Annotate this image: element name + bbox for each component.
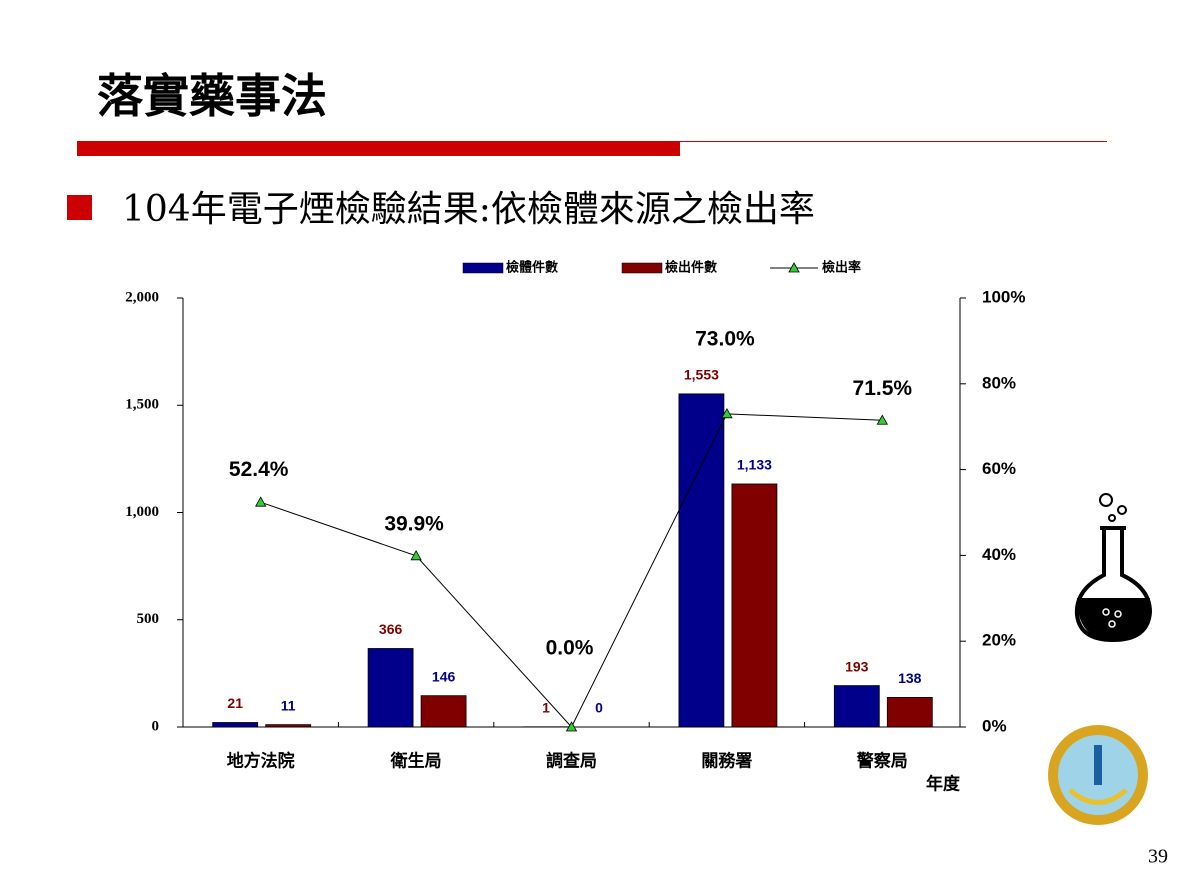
rate-marker: [256, 497, 266, 506]
bar-value-label: 11: [281, 697, 296, 713]
y-tick-label: 0: [152, 718, 160, 734]
y-tick-label: 1,500: [125, 397, 159, 413]
x-tick-label: 衛生局: [390, 751, 442, 772]
rate-line: [261, 414, 883, 727]
slide-title: 落實藥事法: [97, 69, 327, 123]
legend-swatch: [463, 263, 503, 273]
x-tick-label: 警察局: [856, 751, 908, 772]
y-tick-label: 1,000: [125, 504, 159, 520]
bar: [368, 648, 413, 727]
bar-value-label: 21: [227, 695, 243, 711]
bullet: [67, 195, 92, 220]
y2-tick-label: 100%: [982, 287, 1025, 306]
bar-value-label: 193: [845, 658, 869, 674]
bar: [834, 686, 879, 727]
x-tick-label: 地方法院: [227, 751, 295, 772]
flask-icon: [1077, 494, 1150, 640]
bar-value-label: 1,133: [737, 457, 772, 473]
bar-value-label: 146: [432, 668, 456, 684]
bar: [213, 722, 258, 727]
x-tick-label: 關務署: [701, 751, 752, 772]
logo: [1048, 725, 1148, 825]
bar-value-label: 1,553: [684, 367, 719, 383]
rate-value-label: 52.4%: [229, 458, 289, 481]
legend-label: 檢出率: [822, 260, 861, 276]
y2-tick-label: 80%: [982, 373, 1016, 392]
title-bar: [77, 141, 680, 156]
legend-swatch: [622, 263, 662, 273]
y2-tick-label: 60%: [982, 459, 1016, 478]
page-number: 39: [1148, 846, 1168, 868]
bar: [679, 394, 724, 727]
bar: [266, 725, 311, 727]
bar-value-label: 366: [379, 621, 403, 637]
y-tick-label: 2,000: [125, 289, 159, 305]
bar: [887, 697, 932, 727]
rate-value-label: 39.9%: [384, 512, 444, 535]
chart-title: 104年電子煙檢驗結果:依檢體來源之檢出率: [122, 189, 815, 230]
rate-marker: [411, 551, 421, 560]
rate-value-label: 0.0%: [546, 637, 594, 660]
legend-label: 檢出件數: [665, 260, 717, 276]
x-tick-label: 調查局: [546, 751, 597, 772]
bar: [421, 696, 466, 727]
y2-tick-label: 40%: [982, 545, 1016, 564]
bar-value-label: 138: [898, 670, 922, 686]
y2-tick-label: 20%: [982, 631, 1016, 650]
y2-tick-label: 0%: [982, 716, 1007, 735]
rate-value-label: 73.0%: [695, 327, 755, 350]
rate-value-label: 71.5%: [853, 377, 913, 400]
legend-label: 檢體件數: [506, 260, 558, 276]
bar-value-label: 0: [595, 700, 603, 716]
bar: [732, 484, 777, 727]
y-tick-label: 500: [137, 611, 160, 627]
x-axis-label: 年度: [926, 774, 961, 795]
